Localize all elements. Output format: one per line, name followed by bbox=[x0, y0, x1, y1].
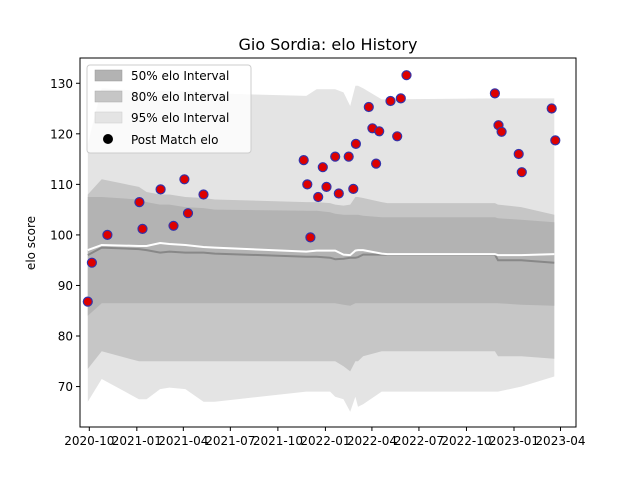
post-match-point bbox=[363, 101, 374, 113]
y-tick-label: 80 bbox=[58, 330, 73, 344]
x-tick-label: 2022-04 bbox=[347, 434, 397, 448]
legend-label-80: 80% elo Interval bbox=[131, 90, 229, 104]
post-match-point bbox=[489, 88, 500, 99]
post-match-point bbox=[348, 183, 359, 194]
x-tick-label: 2020-10 bbox=[64, 434, 114, 448]
chart-title: Gio Sordia: elo History bbox=[239, 35, 418, 54]
post-match-point bbox=[343, 151, 354, 162]
post-match-point bbox=[134, 197, 145, 208]
legend-marker-post-match bbox=[103, 134, 113, 144]
y-tick-label: 110 bbox=[50, 178, 73, 192]
post-match-point bbox=[155, 184, 166, 195]
post-match-point bbox=[550, 135, 561, 146]
post-match-point bbox=[513, 148, 524, 160]
y-tick-label: 120 bbox=[50, 127, 73, 141]
post-match-point bbox=[298, 155, 309, 166]
y-axis: 70 80 90 100 110 120 130 bbox=[50, 77, 80, 394]
legend-swatch-50 bbox=[94, 69, 123, 82]
post-match-point bbox=[350, 138, 361, 149]
post-match-point bbox=[321, 181, 332, 192]
post-match-point bbox=[395, 93, 406, 104]
post-match-point bbox=[86, 257, 98, 268]
y-tick-label: 130 bbox=[50, 77, 73, 91]
post-match-point bbox=[392, 131, 403, 142]
post-match-point bbox=[182, 208, 194, 219]
post-match-point bbox=[385, 95, 396, 107]
plot-frame bbox=[79, 57, 577, 428]
y-tick-label: 90 bbox=[58, 279, 73, 293]
y-tick-label: 70 bbox=[58, 380, 73, 394]
post-match-point bbox=[496, 126, 507, 137]
post-match-point bbox=[516, 167, 527, 178]
mean-elo-line bbox=[87, 241, 555, 257]
post-match-point bbox=[333, 188, 344, 199]
plot-area bbox=[82, 70, 561, 412]
x-tick-label: 2023-04 bbox=[535, 434, 585, 448]
legend-swatch-80 bbox=[94, 90, 123, 103]
legend-frame bbox=[86, 64, 252, 154]
x-tick-label: 2021-01 bbox=[112, 434, 162, 448]
x-tick-label: 2021-07 bbox=[205, 434, 255, 448]
post-match-point bbox=[102, 229, 113, 240]
y-axis-label: elo score bbox=[24, 216, 38, 270]
y-tick-label: 100 bbox=[50, 228, 73, 242]
x-tick-label: 2022-01 bbox=[300, 434, 350, 448]
post-match-point bbox=[317, 162, 328, 173]
post-match-point bbox=[401, 70, 412, 81]
post-match-point bbox=[546, 103, 557, 114]
post-match-point bbox=[198, 189, 209, 200]
legend-label-50: 50% elo Interval bbox=[131, 69, 229, 83]
legend-swatch-95 bbox=[94, 111, 123, 124]
post-match-point bbox=[302, 179, 313, 190]
post-match-point bbox=[168, 220, 179, 231]
post-match-point bbox=[371, 158, 382, 169]
x-tick-label: 2021-04 bbox=[158, 434, 208, 448]
legend-label-post-match: Post Match elo bbox=[131, 133, 218, 147]
x-axis: 2020-102021-012021-042021-072021-102022-… bbox=[64, 427, 586, 448]
legend-label-95: 95% elo Interval bbox=[131, 111, 229, 125]
post-match-point bbox=[313, 191, 324, 203]
post-match-point bbox=[330, 151, 341, 162]
post-match-point bbox=[305, 232, 316, 243]
post-match-point bbox=[374, 126, 385, 137]
x-tick-label: 2021-10 bbox=[253, 434, 303, 448]
x-tick-label: 2022-10 bbox=[441, 434, 491, 448]
post-match-point bbox=[82, 296, 93, 307]
x-tick-label: 2022-07 bbox=[394, 434, 444, 448]
legend: 50% elo Interval 80% elo Interval 95% el… bbox=[86, 64, 252, 154]
post-match-point bbox=[179, 174, 190, 185]
post-match-point bbox=[137, 223, 148, 234]
x-tick-label: 2023-01 bbox=[489, 434, 539, 448]
